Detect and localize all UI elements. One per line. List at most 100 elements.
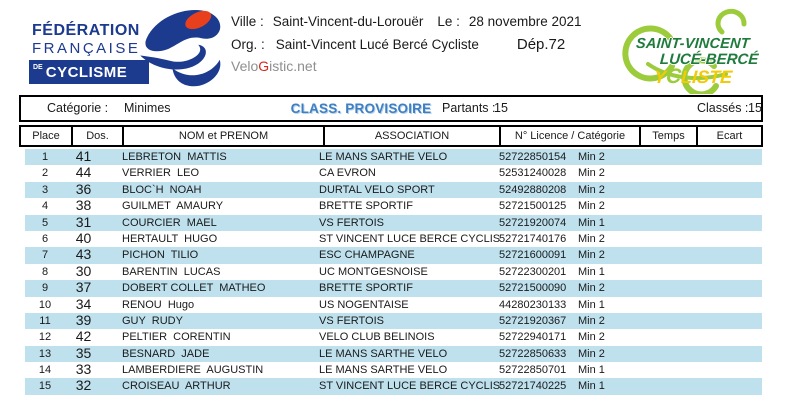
cell-temps (638, 182, 699, 198)
cell-ecart (699, 362, 762, 378)
date-value: 28 novembre 2021 (468, 14, 582, 29)
table-row: 15 32 CROISEAU ARTHUR ST VINCENT LUCE BERCE… (25, 377, 762, 395)
cell-dos: 38 (75, 197, 92, 214)
cell-categorie: Min 1 (578, 298, 605, 311)
cell-licence: 52722850633 (499, 347, 567, 360)
cell-licence: 52722850701 (499, 364, 567, 377)
cell-place: 9 (41, 282, 49, 295)
cell-dos: 31 (75, 213, 92, 230)
cell-licence: 52721920367 (499, 314, 567, 327)
cell-place: 4 (41, 200, 49, 213)
cell-place: 11 (39, 314, 51, 327)
cell-dos: 40 (75, 229, 92, 246)
cell-ecart (699, 378, 762, 394)
cell-place: 1 (41, 151, 49, 163)
category-label: Catégorie : (47, 101, 109, 115)
cell-place: 14 (38, 364, 52, 377)
column-header-licence: N° Licence / Catégorie (501, 127, 641, 145)
cell-dos: 32 (75, 377, 92, 394)
cell-nom: DOBERT COLLET MATHEO (122, 282, 266, 295)
club-logo-line3: YCLISTE (653, 65, 733, 89)
cell-place: 12 (38, 331, 52, 344)
cell-dos: 33 (75, 361, 92, 378)
cell-temps (638, 231, 699, 247)
classes-value: 15 (748, 101, 762, 115)
table-row: 8 30 BARENTIN LUCAS UC MONTGESNOISE 52722300… (25, 262, 762, 281)
column-header-ecart: Ecart (716, 130, 743, 142)
cell-nom: PICHON TILIO (122, 249, 199, 262)
cell-temps (638, 149, 699, 165)
event-location-line: Ville : Saint-Vincent-du-Lorouër Le : 28 no… (231, 14, 631, 29)
cell-nom: LAMBERDIERE AUGUSTIN (122, 364, 264, 377)
table-row: 9 37 DOBERT COLLET MATHEO BRETTE SPORTIF 527… (25, 279, 762, 297)
velogistic-watermark: VeloGistic.net (231, 58, 631, 74)
cell-licence: 52492880208 (499, 183, 567, 196)
ffc-logo-cyclisme: CYCLISME (45, 63, 128, 81)
cell-place: 8 (41, 265, 49, 278)
ffc-logo: FÉDÉRATION FRANÇAISE DE CYCLISME (25, 10, 225, 90)
ffc-logo-federation: FÉDÉRATION (32, 22, 140, 39)
cell-categorie: Min 2 (578, 232, 605, 245)
cell-dos: 41 (75, 148, 92, 164)
cell-categorie: Min 2 (578, 151, 605, 163)
cell-dos: 36 (75, 180, 92, 197)
partants-label: Partants : (442, 101, 496, 115)
cell-ecart (699, 280, 762, 296)
column-header-association: ASSOCIATION (325, 127, 501, 145)
cell-association: LE MANS SARTHE VELO (319, 364, 448, 377)
table-row: 3 36 BLOC`H NOAH DURTAL VELO SPORT 524928802… (25, 180, 762, 199)
cell-categorie: Min 2 (578, 282, 605, 295)
classes-label: Classés : (697, 101, 749, 115)
cell-licence: 52721500090 (499, 282, 567, 295)
cell-licence: 52721740225 (499, 380, 567, 393)
cell-nom: BLOC`H NOAH (122, 183, 202, 196)
cell-nom: LEBRETON MATTIS (122, 151, 227, 163)
event-org-line: Org. : Saint-Vincent Lucé Bercé Cycliste D… (231, 36, 631, 53)
cell-categorie: Min 1 (578, 364, 605, 377)
cell-categorie: Min 2 (578, 314, 605, 327)
org-value: Saint-Vincent Lucé Bercé Cycliste (275, 37, 479, 52)
cell-licence: 52721740176 (499, 232, 567, 245)
column-header-place: Place (21, 127, 73, 145)
cell-place: 6 (41, 232, 49, 245)
cell-ecart (699, 297, 762, 313)
cell-licence: 52722940171 (499, 331, 567, 344)
cell-place: 13 (38, 347, 52, 360)
table-row: 7 43 PICHON TILIO ESC CHAMPAGNE 52721600091 M… (25, 246, 762, 264)
cell-place: 10 (38, 298, 52, 311)
cell-dos: 34 (75, 295, 92, 312)
ffc-cyclist-icon (140, 10, 221, 87)
club-logo: SAINT-VINCENT LUCÉ-BERCÉ YCLISTE (618, 4, 793, 94)
column-header-temps: Temps (641, 127, 698, 145)
cell-temps (638, 362, 699, 378)
cell-ecart (699, 198, 762, 214)
cell-place: 2 (41, 167, 49, 180)
cell-nom: CROISEAU ARTHUR (122, 380, 231, 393)
cell-nom: HERTAULT HUGO (122, 232, 218, 245)
le-label: Le : (437, 14, 460, 29)
cell-dos: 30 (75, 262, 92, 279)
cell-categorie: Min 2 (578, 167, 605, 180)
cell-place: 15 (38, 380, 52, 393)
category-band: Catégorie : Minimes CLASS. PROVISOIRE Pa… (19, 95, 763, 122)
cell-association: DURTAL VELO SPORT (319, 183, 435, 196)
departement-value: Dép.72 (516, 36, 566, 53)
cell-temps (638, 247, 699, 263)
cell-categorie: Min 1 (578, 265, 605, 278)
cell-nom: RENOU Hugo (122, 298, 195, 311)
velogistic-pre: Velo (231, 58, 259, 74)
cell-association: BRETTE SPORTIF (319, 282, 413, 295)
category-value: Minimes (124, 101, 171, 115)
cell-temps (638, 313, 699, 329)
cell-association: VELO CLUB BELINOIS (319, 331, 435, 344)
cell-temps (638, 198, 699, 214)
cell-temps (638, 329, 699, 345)
cell-temps (638, 165, 699, 181)
cell-association: LE MANS SARTHE VELO (319, 347, 448, 360)
table-row: 1 41 LEBRETON MATTIS LE MANS SARTHE VELO 527… (25, 148, 762, 166)
cell-place: 7 (41, 249, 49, 262)
ffc-logo-de: DE (33, 64, 43, 71)
cell-temps (638, 297, 699, 313)
club-logo-liste: LISTE (680, 67, 733, 87)
results-rows: 1 41 LEBRETON MATTIS LE MANS SARTHE VELO 527… (25, 148, 762, 395)
